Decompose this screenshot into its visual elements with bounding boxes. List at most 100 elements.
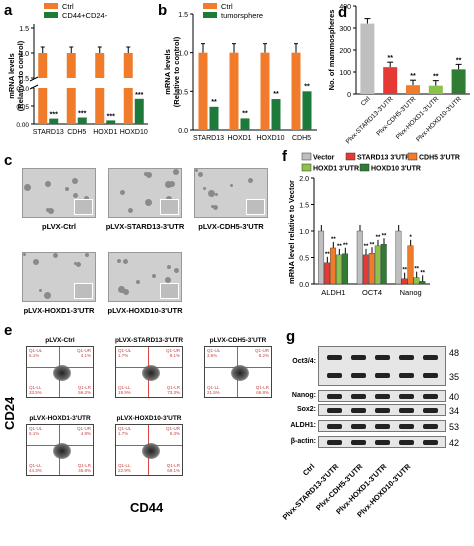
protein-band — [423, 440, 438, 445]
bar-expression — [368, 253, 375, 285]
panel-e-label: e — [4, 322, 13, 339]
flow-plot-title: pLVX-HOXD1-3'UTR — [29, 415, 91, 422]
chart-b: 1.5 1.0 0.5 0.0 ** STARD13 ** HOXD1 ** HOXD10 ** CD… — [163, 2, 317, 142]
protein-band — [399, 355, 414, 360]
quadrant-percentage: Q1-LR 56.2% — [77, 385, 91, 395]
y-axis-label: (Relative to control) — [172, 36, 181, 107]
bar-ctrl — [123, 88, 133, 124]
quadrant-percentage: Q1-UR 4.1% — [76, 348, 91, 358]
blot-strip — [318, 420, 446, 432]
protein-band — [399, 373, 414, 378]
protein-band — [375, 373, 390, 378]
flow-cytometry-plot: Q1-UL 6.1% Q1-UR 4.1% Q1-LL 33.5% Q1-LR 56.… — [26, 346, 94, 398]
legend-swatch — [44, 12, 58, 18]
protein-band — [423, 394, 438, 399]
cell-sphere — [128, 208, 133, 213]
protein-band — [327, 355, 342, 360]
y-axis-label: No. of mammospheres — [327, 10, 336, 91]
chart-a: 1.5 1.0 0.5 0.10 0.05 0.00 *** STARD13 *** CDH5 **… — [7, 2, 148, 136]
protein-band — [327, 408, 342, 413]
significance-mark: ** — [211, 99, 217, 106]
flow-plot-title: pLVX-CDH5-3'UTR — [209, 337, 267, 344]
bar-ctrl — [38, 88, 48, 124]
cell-sphere — [174, 268, 179, 273]
legend-swatch — [345, 152, 356, 161]
panel-b-label: b — [158, 2, 168, 19]
bar-treatment — [271, 99, 281, 130]
zoom-inset — [160, 199, 179, 215]
quadrant-percentage: Q1-LL 21.5% — [207, 385, 220, 395]
quadrant-percentage: Q1-LL 33.5% — [29, 385, 42, 395]
cell-sphere — [24, 184, 31, 191]
protein-band — [351, 408, 366, 413]
bar-ctrl — [198, 52, 208, 130]
x-tick-label: Plvx-HOXD1-3'UTR — [395, 95, 441, 141]
protein-band — [399, 440, 414, 445]
bar-ctrl — [95, 53, 105, 78]
bar-treatment — [106, 120, 116, 124]
cell-sphere — [85, 253, 89, 257]
y-tick-label: 400 — [339, 4, 351, 11]
x-tick-label: CDH5 — [292, 135, 311, 142]
protein-band — [351, 373, 366, 378]
cell-population — [231, 364, 250, 381]
micrograph-image — [194, 168, 268, 218]
protein-band — [399, 394, 414, 399]
x-tick-label: HOXD1 — [227, 135, 251, 142]
flow-plot-title: pLVX-HOXD10-3'UTR — [116, 415, 182, 422]
molecular-weight-label: 40 — [449, 392, 460, 402]
x-tick-label: STARD13 — [193, 135, 224, 142]
bar-expression — [336, 254, 343, 285]
quadrant-percentage: Q1-UL 6.1% — [29, 348, 43, 358]
cell-sphere — [73, 193, 78, 198]
y-tick-label: 1.0 — [178, 51, 188, 58]
protein-band — [423, 355, 438, 360]
significance-mark: ** — [337, 244, 342, 250]
y-tick-label: 300 — [339, 26, 351, 33]
micrograph-image — [22, 252, 96, 302]
flow-cytometry-plot: Q1-UL 1.7% Q1-UR 9.1% Q1-LL 19.9% Q1-LR 73.… — [115, 346, 183, 398]
y-tick-label: 1.5 — [19, 26, 29, 33]
significance-mark: ** — [382, 233, 387, 239]
protein-band — [351, 424, 366, 429]
quadrant-percentage: Q1-UR 4.8% — [76, 426, 91, 436]
protein-band — [423, 424, 438, 429]
panel-c-label: c — [4, 152, 13, 169]
x-tick-label: CDH5 — [67, 129, 86, 136]
y-axis-label: mRNA levels — [163, 49, 172, 95]
quadrant-percentage: Q1-UR 6.3% — [165, 426, 180, 436]
significance-mark: * — [409, 235, 412, 241]
molecular-weight-label: 53 — [449, 422, 460, 432]
blot-strip — [318, 436, 446, 448]
y-tick-label: 0.0 — [178, 128, 188, 135]
bar-expression — [380, 244, 387, 285]
micrograph-label: pLVX-HOXD10-3'UTR — [107, 306, 183, 315]
bar-expression — [395, 230, 402, 285]
legend-swatch — [407, 152, 418, 161]
flow-plot-title: pLVX-STARD13-3'UTR — [114, 337, 184, 344]
significance-mark: ** — [456, 57, 462, 64]
quadrant-percentage: Q1-UR 9.1% — [165, 348, 180, 358]
protein-band — [327, 394, 342, 399]
bar-mammosphere — [428, 85, 443, 94]
quadrant-percentage: Q1-UL 1.7% — [118, 348, 132, 358]
cell-sphere — [123, 289, 129, 295]
y-tick-label: 1.5 — [299, 203, 309, 210]
legend-label: CD44+CD24- — [62, 11, 108, 20]
molecular-weight-label: 48 — [449, 348, 460, 358]
blot-row-label: β-actin: — [290, 438, 316, 445]
zoom-inset — [74, 199, 93, 215]
x-tick-label: Nanog — [400, 288, 422, 297]
protein-band — [375, 424, 390, 429]
protein-band — [399, 408, 414, 413]
protein-band — [375, 355, 390, 360]
significance-mark: ** — [387, 55, 393, 62]
protein-band — [423, 373, 438, 378]
cell-sphere — [65, 187, 69, 191]
cell-sphere — [165, 277, 171, 283]
cell-sphere — [45, 181, 51, 187]
cell-sphere — [23, 253, 26, 256]
x-tick-label: STARD13 — [33, 129, 64, 136]
cell-population — [142, 442, 161, 459]
zoom-inset — [246, 199, 265, 215]
